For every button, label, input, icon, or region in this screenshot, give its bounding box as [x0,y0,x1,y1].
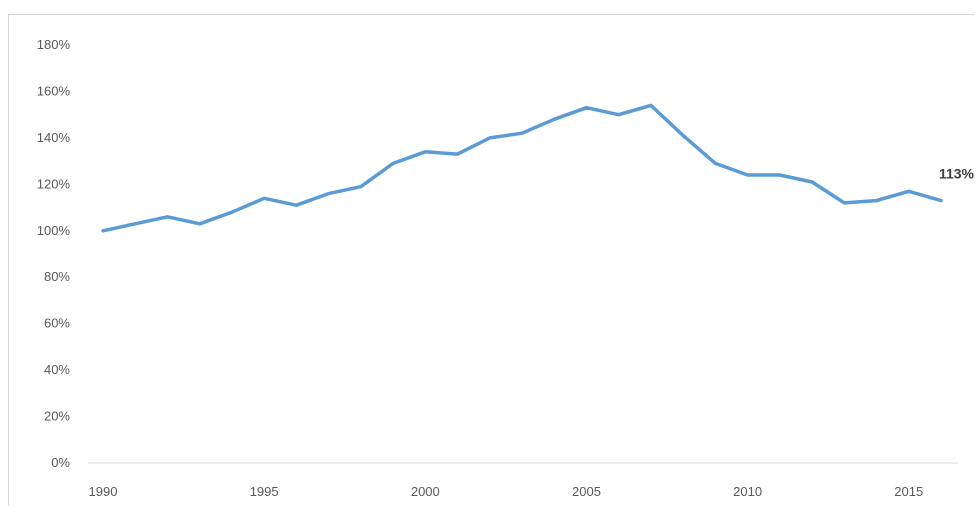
y-tick-label: 100% [37,223,71,238]
x-tick-label: 1995 [250,484,279,499]
y-tick-label: 0% [51,455,70,470]
x-tick-label: 1990 [89,484,118,499]
x-tick-label: 2000 [411,484,440,499]
chart-frame [8,14,974,506]
x-tick-label: 2015 [894,484,923,499]
y-tick-label: 20% [44,409,70,424]
data-labels-group: 113% [939,166,975,182]
y-axis-ticks: 0% 20% 40% 60% 80% 100% 120% 140% 160% 180% [37,37,71,470]
data-label: 113% [939,166,975,182]
y-tick-label: 80% [44,269,70,284]
x-tick-label: 2005 [572,484,601,499]
series-line [101,103,943,233]
y-tick-label: 180% [37,37,71,52]
y-tick-label: 40% [44,362,70,377]
y-tick-label: 60% [44,316,70,331]
y-tick-label: 160% [37,83,71,98]
y-tick-label: 140% [37,130,71,145]
series-group [101,103,943,233]
x-tick-label: 2010 [733,484,762,499]
y-tick-label: 120% [37,176,71,191]
x-axis-ticks: 1990 1995 2000 2005 2010 2015 [89,484,924,499]
